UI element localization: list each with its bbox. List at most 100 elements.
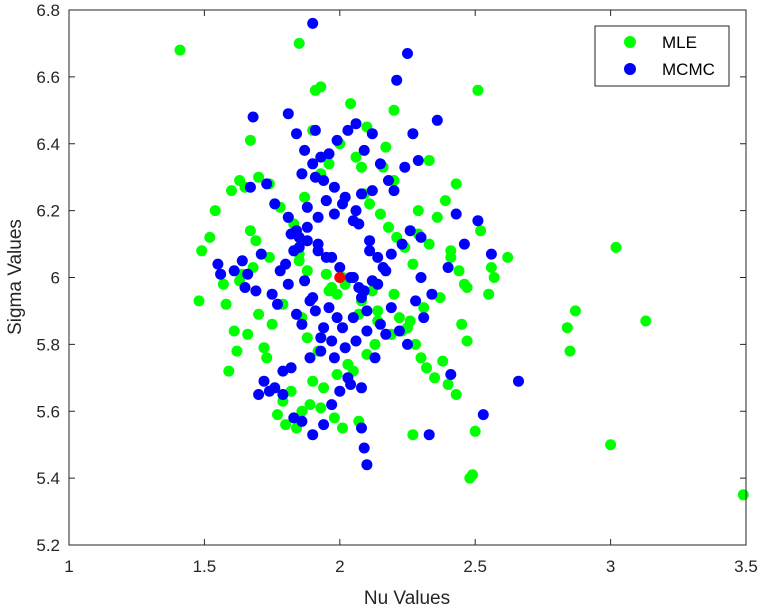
data-point	[485, 262, 497, 273]
data-point	[331, 312, 343, 324]
data-point	[415, 231, 427, 243]
data-point	[450, 389, 462, 400]
x-tick-label: 3	[606, 557, 615, 576]
data-point	[236, 255, 248, 267]
x-tick-label: 1.5	[193, 557, 217, 576]
data-point	[361, 305, 373, 317]
data-point	[356, 292, 367, 304]
data-point	[307, 429, 319, 441]
data-point	[461, 335, 473, 347]
data-point	[328, 412, 340, 424]
data-point	[399, 161, 411, 173]
data-point	[244, 225, 256, 237]
data-point	[402, 48, 413, 59]
data-point	[296, 405, 308, 417]
data-point	[364, 198, 376, 210]
data-point	[483, 288, 495, 300]
y-tick-label: 5.8	[36, 335, 60, 354]
data-point	[388, 288, 400, 300]
data-point	[464, 472, 476, 484]
data-point	[291, 308, 302, 320]
data-point	[569, 305, 581, 317]
data-point	[228, 325, 240, 337]
data-point	[385, 302, 397, 314]
data-point	[174, 44, 186, 56]
data-point	[431, 211, 443, 223]
data-point	[309, 84, 321, 96]
data-point	[337, 422, 348, 434]
data-point	[431, 114, 443, 126]
legend-label-mle: MLE	[662, 33, 697, 52]
data-point	[561, 322, 573, 334]
data-point	[196, 245, 208, 257]
data-point	[383, 221, 394, 233]
data-point	[445, 369, 457, 380]
y-tick-label: 6.8	[36, 1, 60, 20]
data-point	[342, 124, 354, 136]
data-point	[263, 385, 275, 397]
data-point	[296, 168, 308, 180]
data-point	[280, 258, 292, 270]
data-point	[223, 365, 235, 377]
data-point	[301, 265, 313, 277]
data-point	[513, 375, 524, 387]
data-point	[393, 312, 405, 324]
data-point	[415, 352, 427, 364]
x-tick-label: 3.5	[734, 557, 758, 576]
data-point	[242, 328, 254, 340]
data-point	[366, 185, 378, 197]
data-point	[374, 318, 386, 330]
data-point	[453, 265, 465, 277]
data-point	[429, 372, 441, 384]
data-point	[253, 171, 265, 183]
data-point	[242, 268, 254, 280]
legend-label-mcmc: MCMC	[662, 60, 715, 79]
data-point	[347, 312, 359, 324]
data-point	[318, 322, 330, 334]
data-point	[328, 208, 340, 220]
data-point	[326, 251, 338, 263]
data-point	[301, 235, 313, 247]
data-point	[315, 332, 327, 344]
x-axis-label: Nu Values	[364, 588, 450, 608]
data-point	[337, 322, 348, 334]
data-point	[477, 409, 489, 421]
data-point	[356, 161, 367, 173]
data-point	[442, 262, 454, 273]
data-point	[258, 342, 270, 354]
data-point	[342, 372, 354, 384]
data-point	[247, 111, 259, 123]
data-point	[266, 288, 278, 300]
data-point	[293, 37, 305, 49]
data-point	[345, 98, 357, 110]
data-point	[323, 158, 335, 170]
data-point	[323, 285, 335, 297]
data-point	[323, 148, 335, 160]
data-point	[426, 288, 438, 300]
data-point	[318, 419, 330, 431]
data-point	[301, 221, 313, 233]
y-tick-label: 5.2	[36, 536, 60, 555]
data-point	[356, 422, 367, 434]
data-point	[318, 382, 330, 394]
data-point	[309, 305, 321, 317]
legend-marker-mcmc	[624, 63, 636, 75]
data-point	[353, 218, 365, 230]
data-point	[280, 419, 292, 431]
data-point	[366, 128, 378, 140]
data-point	[421, 362, 432, 374]
data-point	[564, 345, 576, 357]
data-point	[350, 118, 362, 130]
x-tick-label: 2	[335, 557, 344, 576]
y-tick-label: 6.6	[36, 68, 60, 87]
data-point	[361, 459, 373, 471]
data-point	[282, 108, 294, 120]
data-point	[737, 489, 749, 501]
data-point	[258, 375, 270, 387]
data-point	[312, 211, 324, 223]
data-point	[255, 248, 267, 260]
data-point	[356, 188, 367, 200]
data-point	[418, 302, 430, 314]
data-point	[488, 272, 500, 283]
